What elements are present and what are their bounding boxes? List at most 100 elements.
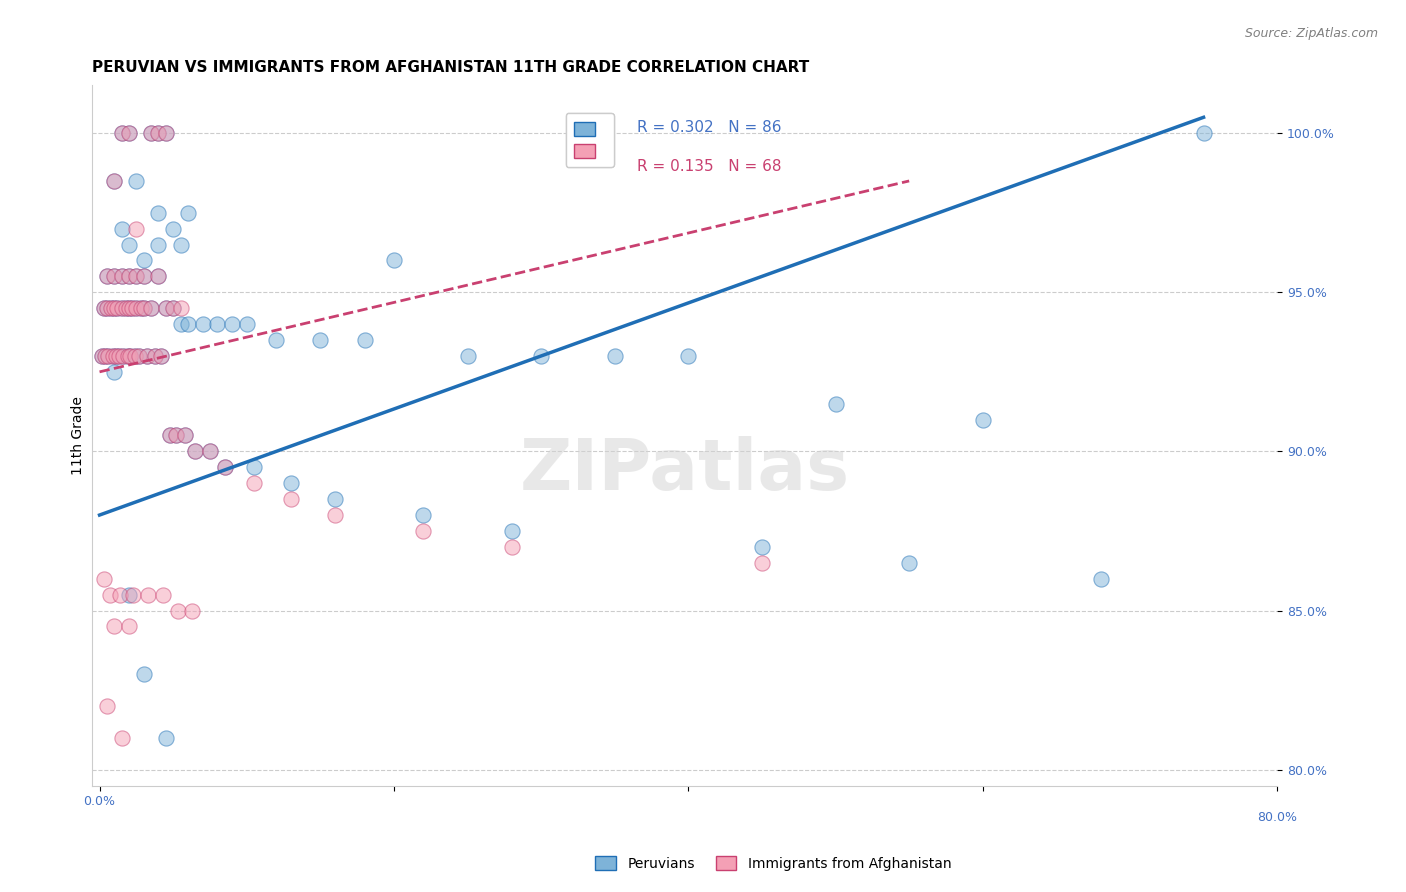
- Point: [103, 365, 125, 379]
- Point: [93, 301, 115, 316]
- Point: [751, 556, 773, 570]
- Point: [132, 269, 155, 284]
- Point: [124, 349, 146, 363]
- Point: [121, 301, 143, 316]
- Point: [94, 349, 117, 363]
- Point: [150, 349, 173, 363]
- Point: [603, 349, 626, 363]
- Point: [111, 269, 134, 284]
- Point: [129, 301, 152, 316]
- Point: [125, 221, 148, 235]
- Point: [457, 349, 479, 363]
- Point: [280, 492, 302, 507]
- Point: [280, 476, 302, 491]
- Point: [104, 349, 127, 363]
- Point: [91, 349, 114, 363]
- Point: [118, 588, 141, 602]
- Text: R = 0.302   N = 86: R = 0.302 N = 86: [637, 120, 782, 136]
- Point: [121, 301, 143, 316]
- Point: [100, 301, 122, 316]
- Point: [972, 412, 994, 426]
- Point: [678, 349, 700, 363]
- Point: [353, 333, 375, 347]
- Point: [97, 349, 120, 363]
- Point: [103, 301, 125, 316]
- Point: [412, 524, 434, 538]
- Point: [148, 269, 170, 284]
- Point: [120, 349, 142, 363]
- Point: [111, 126, 134, 140]
- Point: [96, 269, 118, 284]
- Point: [132, 253, 155, 268]
- Point: [94, 349, 117, 363]
- Point: [101, 349, 124, 363]
- Point: [118, 269, 141, 284]
- Point: [235, 317, 257, 331]
- Point: [111, 731, 134, 745]
- Point: [155, 731, 177, 745]
- Point: [115, 301, 138, 316]
- Point: [148, 126, 170, 140]
- Point: [118, 237, 141, 252]
- Point: [139, 126, 162, 140]
- Text: Source: ZipAtlas.com: Source: ZipAtlas.com: [1244, 27, 1378, 40]
- Point: [184, 444, 207, 458]
- Point: [214, 460, 236, 475]
- Point: [115, 301, 138, 316]
- Point: [135, 349, 157, 363]
- Point: [132, 269, 155, 284]
- Point: [162, 301, 184, 316]
- Point: [1090, 572, 1112, 586]
- Point: [169, 301, 191, 316]
- Point: [323, 508, 346, 522]
- Point: [221, 317, 243, 331]
- Point: [181, 603, 204, 617]
- Text: 80.0%: 80.0%: [1257, 811, 1298, 824]
- Point: [159, 428, 181, 442]
- Point: [145, 349, 167, 363]
- Point: [93, 301, 115, 316]
- Point: [155, 301, 177, 316]
- Point: [751, 540, 773, 554]
- Point: [132, 301, 155, 316]
- Point: [103, 619, 125, 633]
- Point: [169, 317, 191, 331]
- Point: [166, 603, 188, 617]
- Point: [530, 349, 553, 363]
- Point: [162, 221, 184, 235]
- Point: [155, 126, 177, 140]
- Point: [128, 349, 150, 363]
- Point: [501, 540, 523, 554]
- Point: [184, 444, 207, 458]
- Y-axis label: 11th Grade: 11th Grade: [72, 396, 86, 475]
- Point: [104, 349, 127, 363]
- Point: [108, 588, 131, 602]
- Point: [152, 588, 174, 602]
- Point: [243, 476, 266, 491]
- Point: [105, 301, 128, 316]
- Point: [122, 588, 145, 602]
- Point: [105, 301, 128, 316]
- Point: [96, 301, 118, 316]
- Point: [135, 349, 157, 363]
- Point: [125, 174, 148, 188]
- Point: [111, 301, 134, 316]
- Point: [174, 428, 197, 442]
- Point: [132, 667, 155, 681]
- Point: [148, 126, 170, 140]
- Point: [191, 317, 214, 331]
- Point: [98, 588, 121, 602]
- Point: [139, 301, 162, 316]
- Point: [198, 444, 221, 458]
- Text: R = 0.135   N = 68: R = 0.135 N = 68: [637, 159, 782, 174]
- Point: [96, 269, 118, 284]
- Point: [1192, 126, 1215, 140]
- Point: [125, 301, 148, 316]
- Point: [103, 301, 125, 316]
- Point: [96, 698, 118, 713]
- Point: [243, 460, 266, 475]
- Point: [177, 317, 200, 331]
- Point: [145, 349, 167, 363]
- Point: [118, 301, 141, 316]
- Point: [382, 253, 405, 268]
